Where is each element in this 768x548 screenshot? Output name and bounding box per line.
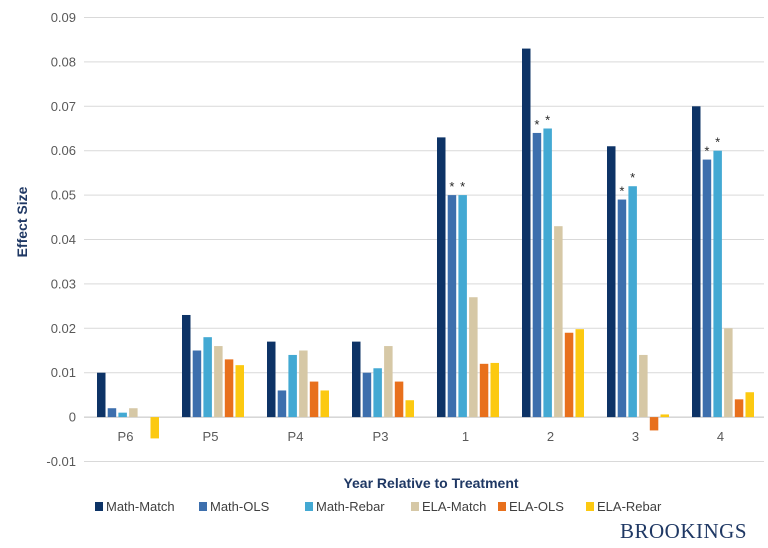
x-category-label: 3 [632, 429, 639, 444]
legend-swatch [498, 502, 506, 511]
y-tick-label: -0.01 [46, 454, 76, 469]
bar-math-match [352, 341, 361, 418]
significance-star: * [449, 179, 454, 194]
significance-star: * [704, 144, 709, 159]
bar-math-rebar [203, 337, 212, 418]
legend-swatch [199, 502, 207, 511]
bar-math-rebar [543, 128, 552, 418]
bar-ela-match [129, 408, 138, 418]
bar-math-match [437, 137, 446, 418]
significance-star: * [619, 184, 624, 199]
legend-label: ELA-Match [422, 499, 486, 514]
bar-ela-match [639, 354, 648, 418]
significance-star: * [545, 113, 550, 128]
bar-ela-ols [309, 381, 319, 418]
x-category-label: P3 [373, 429, 389, 444]
bar-ela-ols [564, 332, 574, 418]
bar-ela-ols [479, 363, 489, 418]
legend-swatch [95, 502, 103, 511]
y-tick-label: 0.06 [51, 143, 76, 158]
brookings-logo: BROOKINGS [620, 519, 748, 543]
bar-ela-ols [394, 381, 404, 418]
bar-ela-match [299, 350, 308, 418]
y-axis-ticks: -0.01 0 0.01 0.02 0.03 0.04 0.05 0.06 0.07 0.08 0.… [46, 10, 76, 469]
bar-ela-rebar [575, 329, 584, 418]
legend-swatch [305, 502, 313, 511]
bar-math-match [182, 314, 191, 418]
legend-label: Math-Rebar [316, 499, 385, 514]
bar-ela-rebar [235, 365, 244, 418]
significance-star: * [534, 117, 539, 132]
y-tick-label: 0.07 [51, 99, 76, 114]
x-category-label: P6 [118, 429, 134, 444]
bar-math-ols [617, 199, 627, 418]
bar-math-ols [107, 408, 117, 418]
x-category-label: 1 [462, 429, 469, 444]
y-tick-label: 0.05 [51, 188, 76, 203]
legend-swatch [411, 502, 419, 511]
bar-math-ols [532, 132, 542, 418]
bar-math-ols [192, 350, 202, 418]
bar-ela-ols [649, 417, 659, 431]
x-category-label: P5 [203, 429, 219, 444]
bar-math-ols [447, 195, 457, 418]
bar-math-rebar [118, 412, 127, 418]
bar-ela-rebar [320, 390, 329, 418]
legend-label: Math-Match [106, 499, 175, 514]
x-category-label: P4 [288, 429, 304, 444]
bar-ela-match [384, 346, 393, 418]
y-tick-label: 0.03 [51, 276, 76, 291]
y-tick-label: 0.09 [51, 10, 76, 25]
y-axis-title: Effect Size [14, 186, 30, 257]
bar-math-match [692, 106, 701, 418]
legend-label: Math-OLS [210, 499, 270, 514]
bar-math-match [607, 146, 616, 418]
y-tick-label: 0.01 [51, 365, 76, 380]
bar-ela-rebar [150, 417, 159, 439]
bar-math-ols [702, 159, 712, 418]
significance-star: * [715, 135, 720, 150]
y-tick-label: 0.04 [51, 232, 76, 247]
bar-ela-rebar [660, 414, 669, 418]
y-tick-label: 0.08 [51, 54, 76, 69]
bars [97, 48, 754, 439]
bar-ela-match [214, 346, 223, 418]
x-category-label: 4 [717, 429, 724, 444]
significance-markers: * * * * * * * * [449, 113, 720, 199]
y-tick-label: 0.02 [51, 321, 76, 336]
bar-ela-match [469, 297, 478, 418]
legend: Math-Match Math-OLS Math-Rebar ELA-Match ELA… [95, 499, 662, 514]
bar-ela-ols [734, 399, 744, 418]
bar-ela-match [554, 226, 563, 418]
x-category-label: 2 [547, 429, 554, 444]
bar-math-rebar [713, 150, 722, 418]
bar-math-rebar [373, 368, 382, 418]
bar-ela-rebar [745, 392, 754, 418]
significance-star: * [630, 170, 635, 185]
legend-swatch [586, 502, 594, 511]
bar-math-match [522, 48, 531, 418]
bar-math-rebar [288, 354, 297, 418]
bar-ela-rebar [490, 362, 499, 418]
bar-math-ols [277, 390, 287, 418]
x-axis-title: Year Relative to Treatment [343, 475, 518, 491]
bar-math-match [267, 341, 276, 418]
bar-math-match [97, 372, 106, 418]
significance-star: * [460, 179, 465, 194]
bar-math-rebar [628, 186, 637, 418]
x-axis-categories: P6 P5 P4 P3 1 2 3 4 [118, 429, 725, 444]
y-tick-label: 0 [69, 410, 76, 425]
bar-ela-match [724, 328, 733, 418]
bar-ela-rebar [405, 400, 414, 418]
legend-label: ELA-Rebar [597, 499, 662, 514]
bar-math-ols [362, 372, 372, 418]
bar-ela-ols [224, 359, 234, 418]
bar-math-rebar [458, 195, 467, 418]
legend-label: ELA-OLS [509, 499, 564, 514]
